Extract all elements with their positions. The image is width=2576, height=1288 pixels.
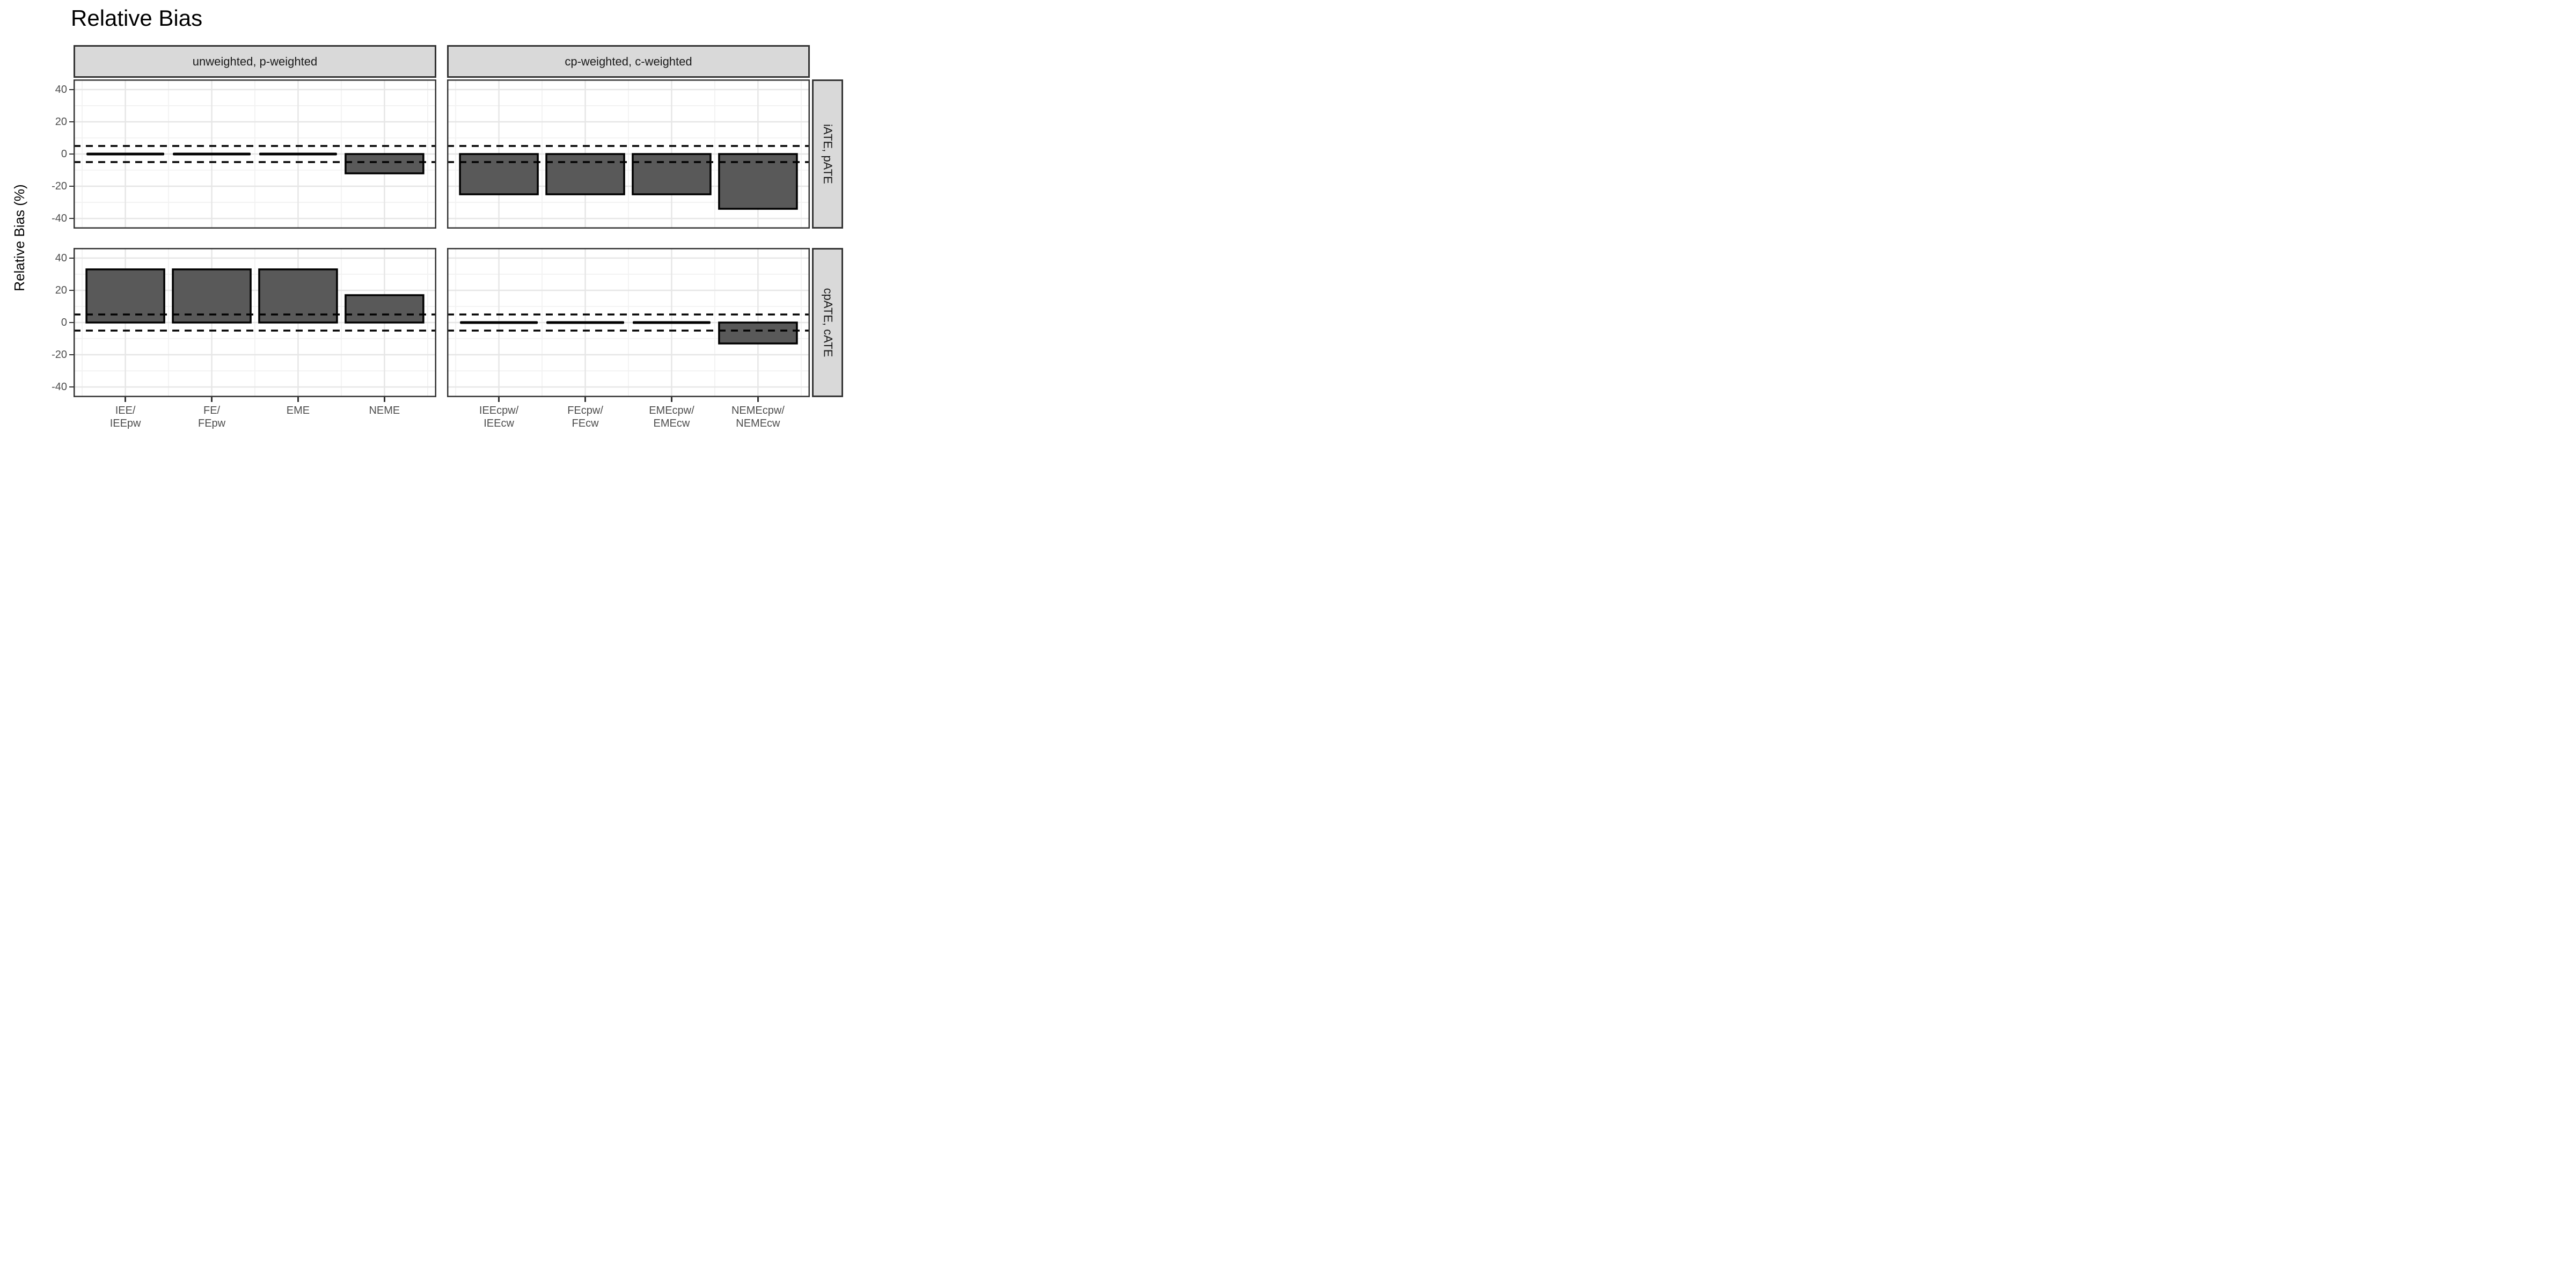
x-axis-label: IEE/IEEpw	[80, 404, 171, 429]
y-tick-mark	[69, 153, 74, 155]
y-tick-label: 20	[55, 284, 67, 296]
bar	[459, 153, 539, 195]
y-tick-label: 40	[55, 252, 67, 264]
x-tick-mark	[384, 397, 385, 402]
bar-zero	[173, 152, 251, 156]
bar	[718, 321, 798, 345]
panel-iate-pate-unweighted-p-weighted	[74, 79, 436, 229]
y-axis-title: Relative Bias (%)	[11, 184, 27, 291]
bar-zero	[546, 321, 625, 324]
x-tick-mark	[671, 397, 672, 402]
facet-row-strip-label: iATE, pATE	[821, 124, 835, 184]
panel-iate-pate-cp-weighted-c-weighted	[447, 79, 810, 229]
y-tick-label: -40	[52, 381, 67, 393]
panel-border	[447, 248, 810, 397]
y-tick-mark	[69, 386, 74, 388]
bar-zero	[86, 152, 165, 156]
x-tick-mark	[297, 397, 299, 402]
x-axis-label: EMEcpw/EMEcw	[626, 404, 717, 429]
x-axis-label-line: NEMEcpw/	[731, 405, 785, 416]
panel-border	[74, 79, 436, 229]
x-tick-mark	[498, 397, 500, 402]
facet-col-strip-cpweighted-cweighted: cp-weighted, c-weighted	[447, 45, 810, 78]
x-tick-mark	[584, 397, 586, 402]
chart-title: Relative Bias	[71, 5, 203, 31]
facet-row-strip-iate-pate: iATE, pATE	[812, 79, 843, 229]
x-axis-label-line: IEE/	[115, 405, 136, 416]
y-tick-mark	[69, 257, 74, 259]
x-axis-label-line: EMEcw	[653, 418, 690, 429]
y-tick-label: 40	[55, 83, 67, 96]
y-tick-label: 20	[55, 115, 67, 128]
bar	[718, 153, 798, 210]
bar-zero	[259, 152, 337, 156]
facet-col-strip-unweighted-pweighted: unweighted, p-weighted	[74, 45, 436, 78]
x-axis-label: IEEcpw/IEEcw	[453, 404, 545, 429]
panel-cpate-cate-unweighted-p-weighted	[74, 248, 436, 397]
x-axis-label: NEMEcpw/NEMEcw	[712, 404, 803, 429]
x-axis-label-line: FE/	[203, 405, 221, 416]
x-tick-mark	[757, 397, 759, 402]
facet-col-strip-label: unweighted, p-weighted	[192, 54, 318, 68]
facet-col-strip-label: cp-weighted, c-weighted	[565, 54, 692, 68]
x-axis-label-line: FEpw	[197, 418, 226, 429]
relative-bias-figure: Relative Bias Relative Bias (%) unweight…	[0, 0, 859, 429]
y-tick-label: 0	[61, 148, 67, 160]
bar-zero	[632, 321, 711, 324]
x-axis-label-line: EMEcpw/	[649, 405, 694, 416]
x-axis-label: EME	[252, 404, 343, 417]
bar	[632, 153, 712, 195]
bar-zero	[460, 321, 538, 324]
y-tick-mark	[69, 89, 74, 91]
bar	[345, 153, 425, 174]
panel-border	[74, 248, 436, 397]
x-tick-mark	[125, 397, 126, 402]
x-tick-mark	[211, 397, 213, 402]
x-axis-label-line: IEEcw	[484, 418, 514, 429]
y-tick-mark	[69, 217, 74, 219]
y-tick-mark	[69, 354, 74, 356]
x-axis-label-line: IEEcpw/	[479, 405, 519, 416]
x-axis-label-line: FEcw	[572, 418, 599, 429]
x-axis-label-line: IEEpw	[109, 418, 141, 429]
y-tick-mark	[69, 289, 74, 291]
y-tick-label: -20	[52, 349, 67, 361]
x-axis-label: FE/FEpw	[166, 404, 258, 429]
y-tick-mark	[69, 321, 74, 324]
facet-row-strip-cpate-cate: cpATE, cATE	[812, 248, 843, 397]
y-tick-mark	[69, 121, 74, 123]
x-axis-label: FEcpw/FEcw	[540, 404, 631, 429]
facet-row-strip-label: cpATE, cATE	[821, 288, 835, 357]
y-tick-label: -40	[52, 213, 67, 225]
panel-border	[447, 79, 810, 229]
y-tick-mark	[69, 185, 74, 187]
x-axis-label-line: EME	[286, 405, 310, 416]
x-axis-label: NEME	[339, 404, 430, 417]
bar	[345, 294, 425, 324]
y-tick-label: -20	[52, 180, 67, 193]
x-axis-label-line: NEME	[369, 405, 400, 416]
panel-cpate-cate-cp-weighted-c-weighted	[447, 248, 810, 397]
y-tick-label: 0	[61, 317, 67, 328]
x-axis-label-line: NEMEcw	[736, 418, 780, 429]
x-axis-label-line: FEcpw/	[567, 405, 603, 416]
bar	[545, 153, 625, 195]
